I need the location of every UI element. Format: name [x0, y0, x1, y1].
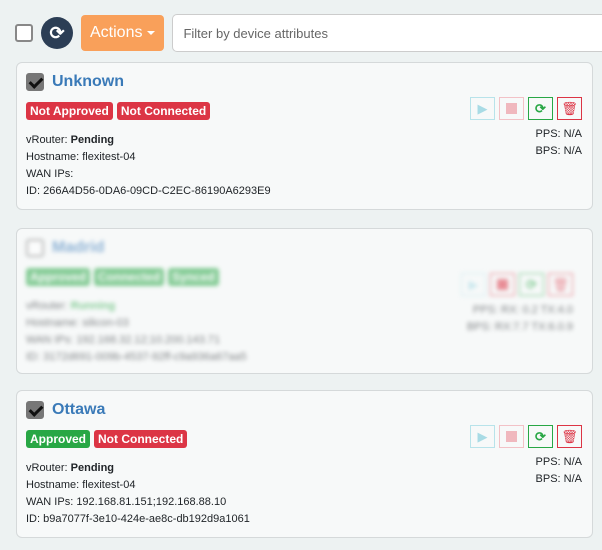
sync-icon: ⟳ [535, 428, 546, 444]
status-badge: Not Approved [26, 102, 113, 120]
delete-button[interactable]: 🗑 [557, 97, 582, 120]
device-card: Madrid Approved Connected Synced vRouter: … [16, 228, 593, 374]
device-id: ID: b9a7077f-3e10-424e-ae8c-db192d9a1061 [26, 513, 250, 525]
vrouter-status: vRouter: Pending [26, 134, 115, 146]
device-checkbox[interactable] [26, 73, 44, 91]
status-badge: Not Connected [94, 430, 188, 448]
status-badge: Connected [94, 268, 165, 286]
device-name-link[interactable]: Unknown [52, 73, 124, 90]
bps: BPS: N/A [535, 473, 582, 485]
status-badge: Not Connected [116, 102, 211, 120]
device-checkbox[interactable] [26, 401, 44, 419]
start-button[interactable]: ▶ [470, 97, 495, 120]
pps: PPS: N/A [535, 128, 582, 140]
start-button[interactable]: ▶ [461, 273, 486, 296]
start-button[interactable]: ▶ [470, 425, 495, 448]
hostname: Hostname: flexitest-04 [26, 479, 136, 491]
refresh-button[interactable]: ⟳ [41, 17, 73, 49]
stop-button[interactable] [499, 97, 524, 120]
pps: PPS: N/A [535, 456, 582, 468]
wan-ips: WAN IPs: 192.168.81.151;192.168.88.10 [26, 496, 227, 508]
stop-button[interactable] [499, 425, 524, 448]
bps: BPS: RX:7.7 TX:6.0.9 [466, 321, 573, 333]
actions-dropdown[interactable]: Actions [81, 15, 165, 51]
status-badge: Approved [26, 268, 91, 286]
play-icon: ▶ [477, 428, 488, 444]
hostname: Hostname: flexitest-04 [26, 151, 136, 163]
sync-button[interactable]: ⟳ [519, 273, 544, 296]
toolbar: ⟳ Actions [15, 13, 602, 53]
play-icon: ▶ [477, 100, 488, 116]
vrouter-status: vRouter: Pending [26, 462, 115, 474]
hostname: Hostname: silicon-03 [26, 317, 129, 329]
vrouter-status: vRouter: Running [26, 300, 116, 312]
sync-button[interactable]: ⟳ [528, 97, 553, 120]
trash-icon: 🗑 [561, 100, 578, 116]
trash-icon: 🗑 [552, 276, 569, 292]
wan-ips: WAN IPs: 192.168.32.12;10.200.143.71 [26, 334, 221, 346]
filter-input[interactable] [172, 14, 602, 52]
stop-icon [506, 431, 517, 442]
delete-button[interactable]: 🗑 [548, 273, 573, 296]
sync-button[interactable]: ⟳ [528, 425, 553, 448]
status-badge: Approved [26, 430, 91, 448]
device-id: ID: 3172d691-009b-4537-92ff-c9a936a67aa5 [26, 351, 247, 363]
trash-icon: 🗑 [561, 428, 578, 444]
refresh-icon: ⟳ [49, 22, 65, 43]
stop-icon [506, 103, 517, 114]
stop-icon [497, 279, 508, 290]
device-card: Ottawa Approved Not Connected vRouter: Pe… [16, 390, 593, 538]
sync-icon: ⟳ [526, 276, 537, 292]
status-badge: Synced [168, 268, 219, 286]
device-card: Unknown Not Approved Not Connected vRoute… [16, 62, 593, 210]
device-checkbox[interactable] [26, 239, 44, 257]
delete-button[interactable]: 🗑 [557, 425, 582, 448]
actions-label: Actions [90, 24, 143, 41]
device-name-link[interactable]: Madrid [52, 239, 105, 256]
play-icon: ▶ [468, 276, 479, 292]
select-all-checkbox[interactable] [15, 24, 33, 42]
caret-down-icon [147, 31, 156, 35]
sync-icon: ⟳ [535, 100, 546, 116]
pps: PPS: RX: 0.2 TX:4.0 [472, 304, 573, 316]
wan-ips: WAN IPs: [26, 168, 74, 180]
device-id: ID: 266A4D56-0DA6-09CD-C2EC-86190A6293E9 [26, 185, 271, 197]
bps: BPS: N/A [535, 145, 582, 157]
stop-button[interactable] [490, 273, 515, 296]
device-name-link[interactable]: Ottawa [52, 401, 106, 418]
